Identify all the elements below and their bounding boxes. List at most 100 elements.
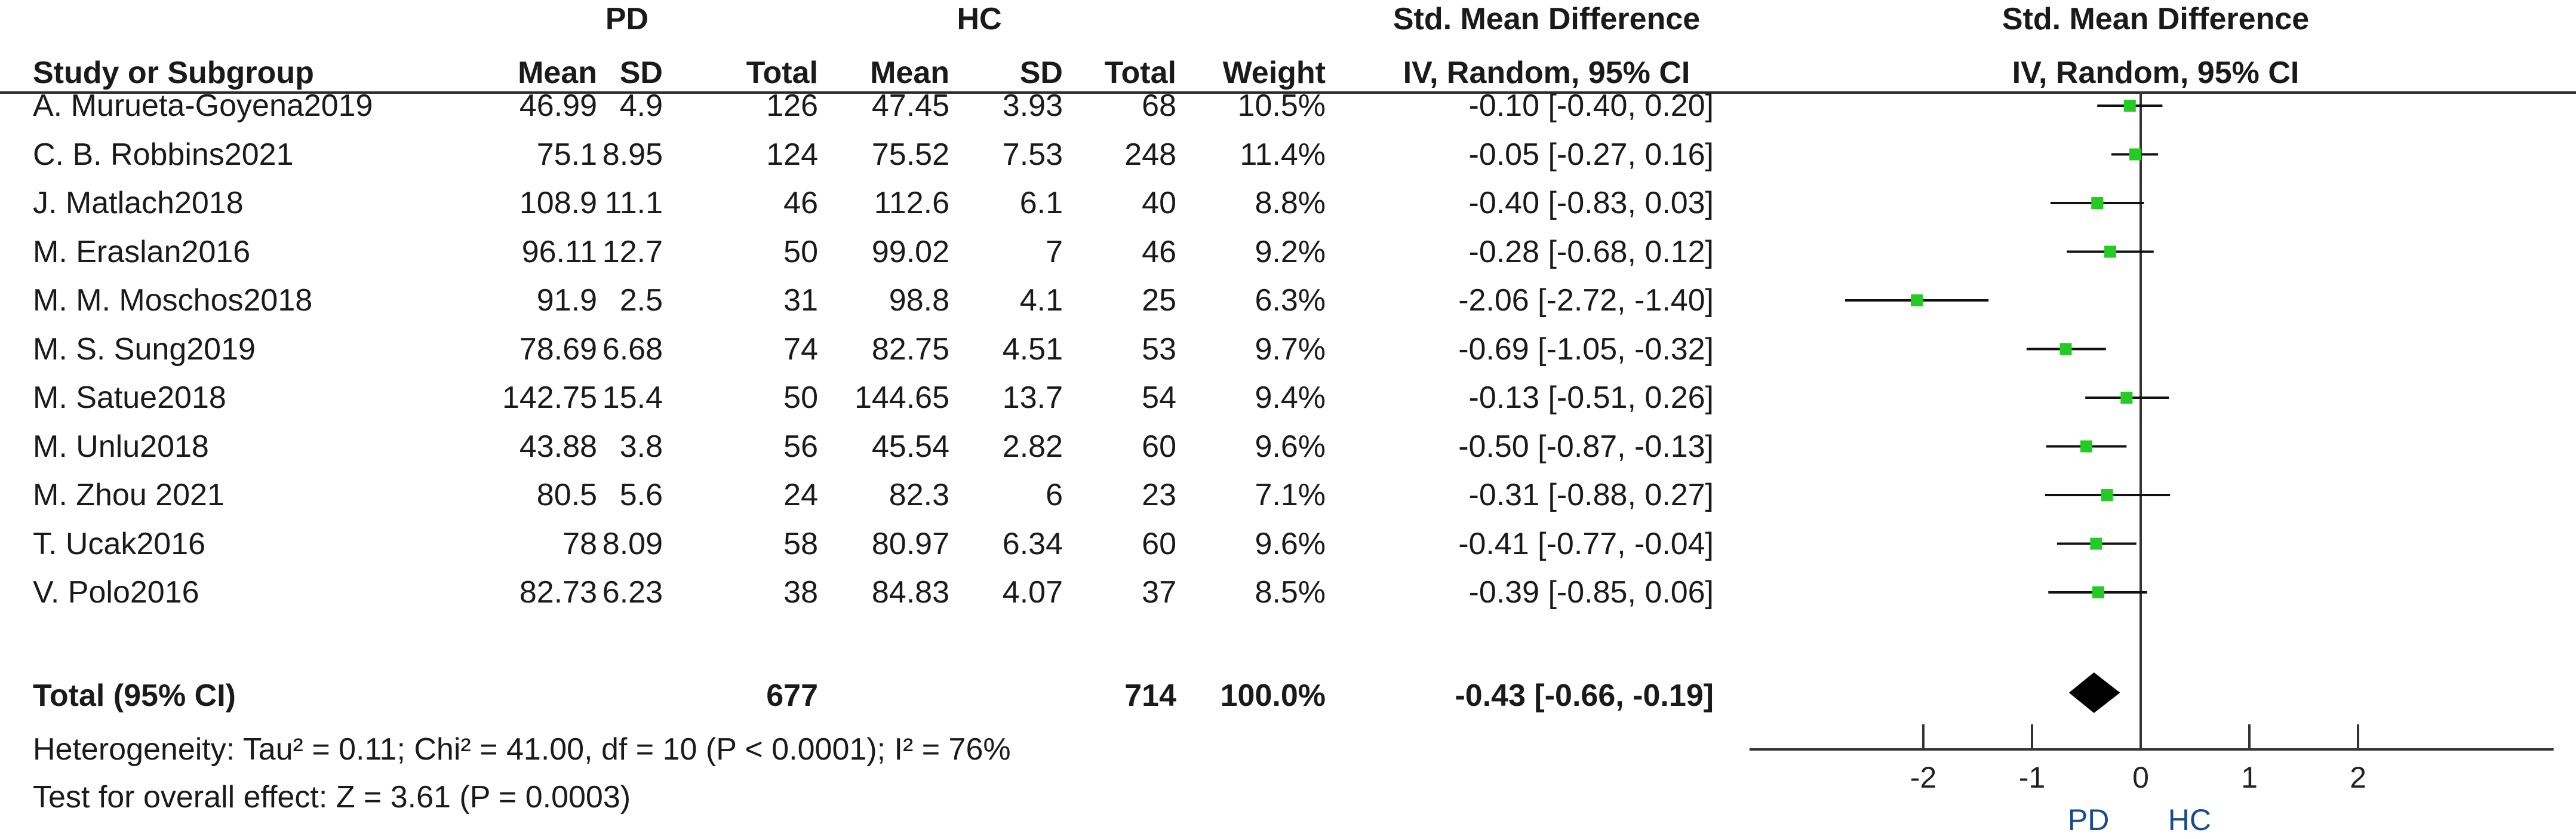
hc-mean: 45.54 [871,429,949,464]
mean1-column-header: Mean [518,56,597,90]
weight: 8.8% [1255,186,1326,220]
hc-total: 37 [1142,575,1176,610]
pd-total: 46 [783,186,818,220]
hc-total: 23 [1142,478,1176,512]
study-name: M. Satue2018 [33,380,226,415]
study-name: C. B. Robbins2021 [33,137,294,172]
pd-mean: 80.5 [536,478,597,512]
study-point [2104,245,2117,258]
pd-mean: 78.69 [519,331,597,367]
pd-total: 56 [783,429,818,464]
total-label: Total (95% CI) [33,678,236,713]
hc-sd: 4.1 [1019,283,1063,318]
pd-total: 58 [783,526,818,561]
header-divider [0,91,2576,94]
hc-sd: 7 [1046,234,1063,269]
pd-total: 31 [783,283,818,318]
total1-value: 677 [766,678,818,713]
weight: 6.3% [1255,283,1326,318]
group1-header: PD [605,2,649,36]
hc-mean: 47.45 [871,88,949,123]
hc-total: 68 [1142,88,1176,123]
study-point [2123,100,2136,112]
hc-mean: 80.97 [871,526,949,561]
effect-ci: -0.41 [-0.77, -0.04] [1458,526,1714,561]
pd-mean: 142.75 [502,380,597,415]
x-tick-label: 0 [2132,761,2149,794]
study-name: V. Polo2016 [33,575,199,610]
effect-ci: -0.10 [-0.40, 0.20] [1468,88,1714,123]
weight: 7.1% [1255,478,1326,512]
study-column-header: Study or Subgroup [33,56,314,90]
hc-mean: 112.6 [874,186,949,220]
study-name: T. Ucak2016 [33,526,206,561]
total-ci: -0.43 [-0.66, -0.19] [1455,678,1714,713]
effect-header-top: Std. Mean Difference [1392,2,1701,36]
total2-value: 714 [1124,678,1176,713]
favours-left-label: PD [2068,803,2109,837]
x-tick-label: -1 [2019,761,2045,794]
study-name: M. Eraslan2016 [33,234,251,269]
pd-sd: 4.9 [619,88,663,123]
pd-total: 38 [783,575,818,610]
hc-mean: 82.75 [871,331,949,367]
study-point [2059,343,2072,355]
hc-sd: 4.07 [1002,575,1063,610]
effect-ci: -0.69 [-1.05, -0.32] [1458,331,1714,367]
hc-total: 53 [1142,331,1176,367]
hc-mean: 82.3 [889,478,949,512]
overall-effect-text: Test for overall effect: Z = 3.61 (P = 0… [33,780,631,815]
hc-sd: 4.51 [1002,331,1063,367]
hc-total: 60 [1142,429,1176,464]
hc-total: 248 [1124,137,1176,172]
study-point [2090,537,2102,550]
effect-ci: -0.39 [-0.85, 0.06] [1468,575,1714,610]
pd-sd: 6.68 [602,331,663,367]
total1-column-header: Total [746,56,818,90]
pd-mean: 75.1 [536,137,597,172]
total-weight: 100.0% [1220,678,1326,713]
pd-mean: 108.9 [519,186,597,220]
pd-sd: 6.23 [602,575,663,610]
pd-sd: 2.5 [619,283,663,318]
pd-total: 74 [783,331,818,367]
effect-ci: -0.28 [-0.68, 0.12] [1468,234,1714,269]
hc-sd: 6.1 [1019,186,1063,220]
pd-total: 24 [783,478,818,512]
pd-mean: 91.9 [536,283,597,318]
hc-mean: 98.8 [889,283,949,318]
study-point [2120,392,2133,404]
effect-header-bottom: IV, Random, 95% CI [1403,56,1690,90]
x-tick-label: -2 [1910,761,1936,794]
weight: 9.2% [1255,234,1326,269]
pd-sd: 8.95 [602,137,663,172]
hc-sd: 13.7 [1002,380,1063,415]
study-point [2101,489,2113,501]
weight: 9.6% [1255,526,1326,561]
study-point [2092,586,2105,598]
study-name: J. Matlach2018 [33,186,244,220]
weight: 9.6% [1255,429,1326,464]
study-name: M. M. Moschos2018 [33,283,313,318]
effect-ci: -0.05 [-0.27, 0.16] [1468,137,1714,172]
weight: 9.4% [1255,380,1326,415]
study-point [2091,197,2104,209]
total2-column-header: Total [1104,56,1176,90]
heterogeneity-text: Heterogeneity: Tau² = 0.11; Chi² = 41.00… [33,732,1011,767]
plot-header-top: Std. Mean Difference [2002,2,2310,36]
pd-total: 124 [766,137,818,172]
hc-mean: 75.52 [871,137,949,172]
pd-sd: 8.09 [602,526,663,561]
effect-ci: -0.50 [-0.87, -0.13] [1458,429,1714,464]
study-point [2080,440,2092,453]
study-name: A. Murueta-Goyena2019 [33,88,373,123]
hc-sd: 6 [1046,478,1063,512]
hc-sd: 2.82 [1002,429,1063,464]
weight: 11.4% [1240,137,1326,172]
weight: 10.5% [1237,88,1326,123]
group2-header: HC [957,2,1002,36]
pd-sd: 15.4 [602,380,663,415]
pd-total: 126 [766,88,818,123]
study-point [2129,148,2141,161]
